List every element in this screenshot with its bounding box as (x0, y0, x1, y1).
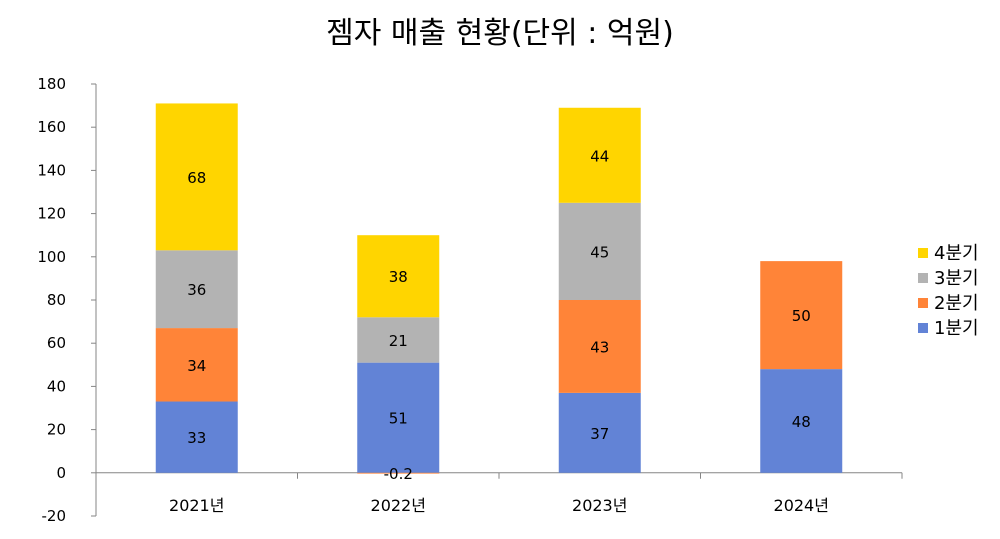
bar-segment (558, 300, 641, 393)
y-tick-label: 140 (37, 161, 66, 179)
y-tick-label: 80 (47, 291, 66, 309)
bar-segment (357, 472, 440, 474)
bar-segment (155, 401, 238, 473)
data-label: 43 (590, 338, 609, 356)
x-tick-label: 2023년 (572, 496, 627, 515)
legend-swatch (918, 298, 928, 308)
data-label: 68 (187, 169, 206, 187)
legend-entry: 3분기 (934, 268, 979, 289)
y-tick-label: 0 (56, 464, 66, 482)
bar-segment (760, 369, 843, 473)
bar-segment (558, 202, 641, 300)
x-tick-label: 2024년 (774, 496, 829, 515)
legend-entry: 2분기 (934, 293, 979, 314)
data-label: 37 (590, 425, 609, 443)
y-tick-label: 40 (47, 377, 66, 395)
y-tick-label: -20 (42, 507, 67, 525)
data-label: 38 (389, 268, 408, 286)
legend-swatch (918, 273, 928, 283)
y-tick-label: 120 (37, 205, 66, 223)
data-label: 51 (389, 410, 408, 428)
data-label: 34 (187, 357, 206, 375)
legend-swatch (918, 323, 928, 333)
legend-entry: 4분기 (934, 243, 979, 264)
x-tick-label: 2022년 (371, 496, 426, 515)
legend-swatch (918, 248, 928, 258)
y-tick-label: 60 (47, 334, 66, 352)
bar-segment (357, 235, 440, 318)
bar-segment (357, 317, 440, 363)
bar-segment (155, 103, 238, 251)
data-label: 44 (590, 147, 609, 165)
data-label: 45 (590, 243, 609, 261)
data-label: 33 (187, 429, 206, 447)
legend-entry: 1분기 (934, 318, 979, 339)
x-tick-label: 2021년 (169, 496, 224, 515)
data-label: 50 (792, 307, 811, 325)
bar-segment (155, 250, 238, 329)
chart-title: 젬자 매출 현황(단위 : 억원) (326, 16, 674, 51)
data-label: 21 (389, 332, 408, 350)
bar-segment (558, 107, 641, 203)
data-label: 48 (792, 413, 811, 431)
bar-segment (155, 328, 238, 402)
y-tick-label: 160 (37, 118, 66, 136)
bar-segment (357, 362, 440, 473)
data-label: -0.2 (384, 465, 413, 483)
bar-segment (558, 392, 641, 473)
y-tick-label: 20 (47, 421, 66, 439)
y-tick-label: 100 (37, 248, 66, 266)
bar-segment (760, 261, 843, 370)
data-label: 36 (187, 281, 206, 299)
y-tick-label: 180 (37, 75, 66, 93)
